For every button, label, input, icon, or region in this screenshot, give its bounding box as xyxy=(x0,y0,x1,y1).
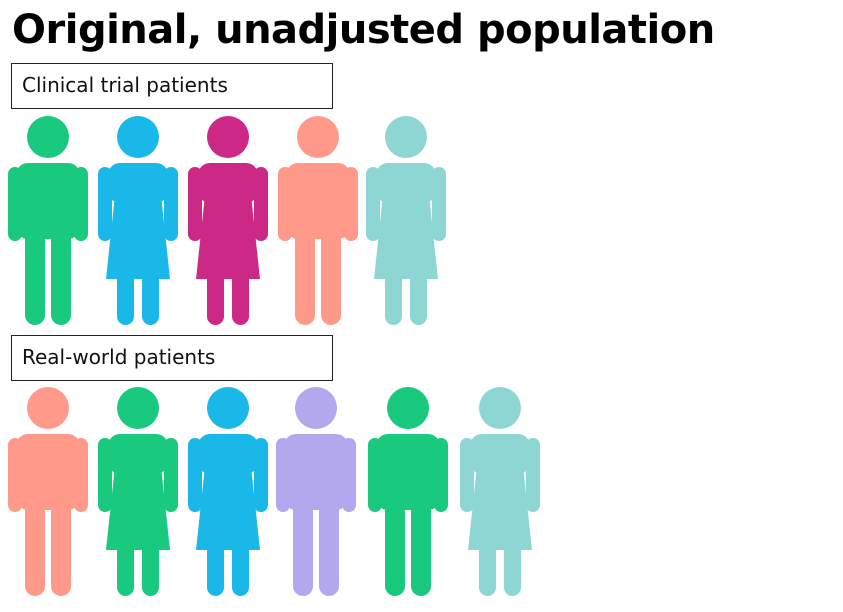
female-icon xyxy=(98,116,178,325)
female-icon xyxy=(98,387,178,596)
person-figure xyxy=(368,386,458,596)
person-figure xyxy=(460,386,550,596)
people-row-real-world xyxy=(0,386,843,596)
female-icon xyxy=(188,116,268,325)
male-icon xyxy=(276,387,356,596)
female-icon xyxy=(188,387,268,596)
person-figure xyxy=(278,115,368,325)
female-icon xyxy=(460,387,540,596)
people-row-clinical-trial xyxy=(0,115,843,325)
male-icon xyxy=(278,116,358,325)
person-figure xyxy=(188,386,278,596)
person-figure xyxy=(8,115,98,325)
group-label-clinical-trial: Clinical trial patients xyxy=(11,63,333,109)
page-title: Original, unadjusted population xyxy=(12,7,715,53)
person-figure xyxy=(366,115,456,325)
person-figure xyxy=(8,386,98,596)
male-icon xyxy=(8,116,88,325)
person-figure xyxy=(98,115,188,325)
group-label-real-world: Real-world patients xyxy=(11,335,333,381)
person-figure xyxy=(98,386,188,596)
person-figure xyxy=(276,386,366,596)
female-icon xyxy=(366,116,446,325)
male-icon xyxy=(8,387,88,596)
male-icon xyxy=(368,387,448,596)
person-figure xyxy=(188,115,278,325)
